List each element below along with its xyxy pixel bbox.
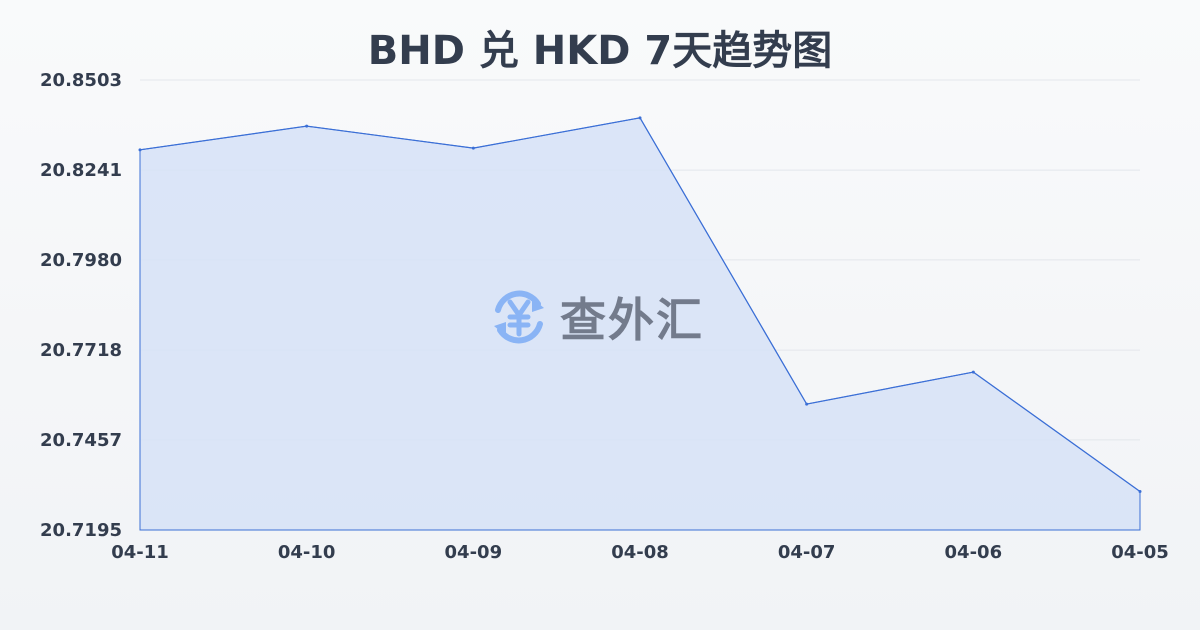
y-tick-label: 20.7457 <box>40 430 122 451</box>
data-point <box>138 148 142 152</box>
watermark-text: 查外汇 <box>560 293 704 347</box>
data-point <box>471 146 475 150</box>
data-point <box>805 402 809 406</box>
x-tick-label: 04-07 <box>778 542 836 563</box>
x-tick-label: 04-05 <box>1111 542 1169 563</box>
x-tick-label: 04-09 <box>445 542 503 563</box>
y-tick-label: 20.7718 <box>40 340 122 361</box>
watermark: 查外汇 <box>488 284 704 350</box>
chart-title: BHD 兑 HKD 7天趋势图 <box>367 28 833 74</box>
data-point <box>971 370 975 374</box>
y-tick-label: 20.8241 <box>40 160 122 181</box>
y-tick-label: 20.7980 <box>40 250 122 271</box>
data-point <box>638 116 642 120</box>
x-tick-label: 04-10 <box>278 542 336 563</box>
y-tick-label: 20.7195 <box>40 520 122 541</box>
data-point <box>305 124 309 128</box>
yen-exchange-icon <box>494 290 544 344</box>
x-tick-label: 04-08 <box>611 542 669 563</box>
x-tick-label: 04-06 <box>945 542 1003 563</box>
x-tick-label: 04-11 <box>111 542 169 563</box>
y-tick-label: 20.8503 <box>40 70 122 91</box>
data-point <box>1138 489 1142 493</box>
